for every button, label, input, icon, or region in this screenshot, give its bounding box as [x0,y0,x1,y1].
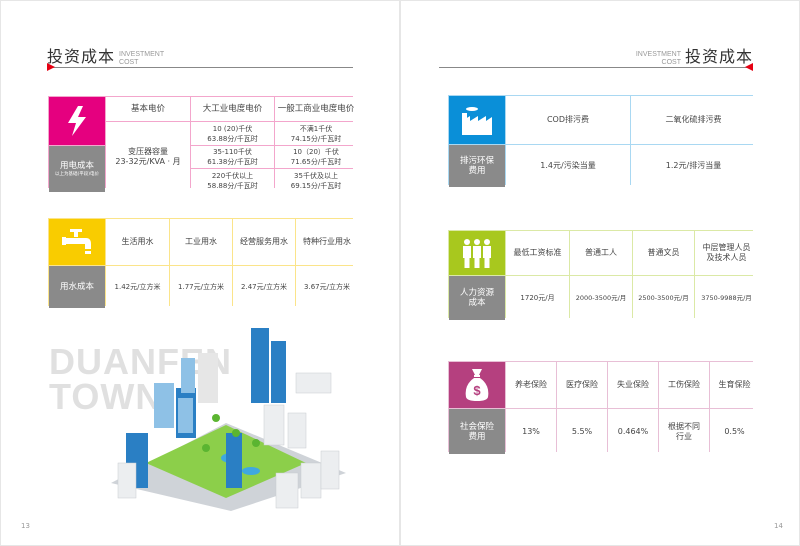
insurance-table: $ 养老保险 医疗保险 失业保险 工伤保险 生育保险 社会保险 费用 13% 5.… [448,361,759,454]
data-cell: 10（20）千伏 71.65分/千瓦时 [275,146,357,168]
lightning-bolt-icon [49,97,105,145]
header-cell: 特种行业用水 [296,219,358,265]
left-page: 投资成本 INVESTMENT COST 基本电价 大工业电度电价 一般工商业电度… [0,0,400,546]
header-cell: COD排污费 [506,96,630,144]
data-cell: 1.4元/污染当量 [506,145,630,187]
data-cell: 35-110千伏 61.38分/千瓦时 [191,146,274,168]
data-cell: 3750-9988元/月 [695,276,758,320]
cell-line: 61.38分/千瓦时 [207,158,258,166]
en-line2: COST [119,59,139,66]
row-label: 用电成本 以上为基础(平段)电价 [49,146,105,192]
en-line2: COST [661,59,681,66]
data-cell: 2.47元/立方米 [233,266,295,308]
header-cell: 二氧化硫排污费 [631,96,756,144]
label-line: 人力资源 [459,288,494,298]
label-line: 费用 [468,166,486,176]
data-cell: 不满1千伏 74.15分/千瓦时 [275,122,357,145]
page-number: 13 [21,522,30,530]
header-cell: 大工业电度电价 [191,97,274,121]
header-cell: 普通文员 [633,231,694,275]
header-cell: 普通工人 [570,231,632,275]
data-cell: 3.67元/立方米 [296,266,358,308]
header-rule [48,67,353,68]
section-header: INVESTMENT COST 投资成本 [636,43,753,67]
cell-line: 74.15分/千瓦时 [290,134,342,143]
cell-line: 58.88分/千瓦时 [207,181,258,190]
header-cell: 生活用水 [106,219,169,265]
label-line: 费用 [468,431,486,442]
city-illustration [111,328,346,511]
data-cell: 根据不同行业 [659,409,709,454]
header-cell: 养老保险 [506,362,556,408]
label-line: 成本 [468,298,486,308]
pollution-table: COD排污费 二氧化硫排污费 排污环保 费用 1.4元/污染当量 1.2元/排污当… [448,95,756,187]
svg-text:$: $ [473,383,481,398]
page-number: 14 [774,522,783,530]
header-cell: 医疗保险 [557,362,607,408]
header-cell: 最低工资标准 [506,231,569,275]
money-bag-icon: $ [449,362,505,408]
base-price-cell: 变压器容量 23-32元/KVA · 月 [106,122,190,192]
cell-line: 69.15分/千瓦时 [290,181,342,190]
cell-line: 63.88分/千瓦时 [207,134,258,143]
row-label: 用水成本 [49,266,105,308]
data-cell: 0.5% [710,409,759,454]
cell-line: 220千伏以上 [211,171,254,180]
data-cell: 0.464% [608,409,658,454]
header-cell: 失业保险 [608,362,658,408]
en-line1: INVESTMENT [635,51,681,58]
cell-line: 71.65分/千瓦时 [290,158,342,166]
electricity-table: 基本电价 大工业电度电价 一般工商业电度电价 变压器容量 23-32元/KVA ·… [48,96,357,192]
header-cell: 经营服务用水 [233,219,295,265]
red-triangle-icon [47,63,55,71]
base-line2: 23-32元/KVA · 月 [115,157,181,166]
header-cell: 中层管理人员及技术人员 [695,231,758,275]
header-cell: 基本电价 [106,97,190,121]
data-cell: 1.2元/排污当量 [631,145,756,187]
data-cell: 2500-3500元/月 [633,276,694,320]
header-cell: 生育保险 [710,362,759,408]
data-cell: 5.5% [557,409,607,454]
factory-icon [449,96,505,144]
red-triangle-icon [745,63,753,71]
faucet-icon [49,219,105,265]
header-cell: 一般工商业电度电价 [275,97,357,121]
brand-text-line2: TOWN [49,376,163,417]
data-cell: 2000-3500元/月 [570,276,632,320]
row-label: 排污环保 费用 [449,145,505,187]
note-text: 以上为基础(平段)电价 [54,171,99,177]
header-rule [439,67,753,68]
section-title-en: INVESTMENT COST [636,51,681,67]
data-cell: 13% [506,409,556,454]
label-text: 用电成本 [59,160,94,171]
people-icon [449,231,505,275]
en-line1: INVESTMENT [119,51,165,58]
row-label: 社会保险 费用 [449,409,505,454]
data-cell: 1720元/月 [506,276,569,320]
section-title: 投资成本 [684,47,753,66]
cell-line: 不满1千伏 [299,124,333,133]
label-line: 排污环保 [459,156,494,166]
cell-line: 35-110千伏 [213,148,252,156]
section-title-en: INVESTMENT COST [119,51,164,67]
label-line: 社会保险 [459,421,494,432]
cell-line: 10（20）千伏 [293,148,339,156]
data-cell: 220千伏以上 58.88分/千瓦时 [191,169,274,192]
cell-line: 35千伏及以上 [294,171,338,180]
hr-table: 最低工资标准 普通工人 普通文员 中层管理人员及技术人员 人力资源 成本 1720… [448,230,758,320]
cell-line: 10 (20)千伏 [212,124,253,133]
data-cell: 1.42元/立方米 [106,266,169,308]
right-page: INVESTMENT COST 投资成本 COD排污费 二氧化硫排污费 排污环保费… [400,0,800,546]
section-title: 投资成本 [47,47,116,66]
data-cell: 1.77元/立方米 [170,266,232,308]
water-table: 生活用水 工业用水 经营服务用水 特种行业用水 用水成本 1.42元/立方米 1… [48,218,358,308]
section-header: 投资成本 INVESTMENT COST [47,43,164,67]
base-line1: 变压器容量 [128,147,168,156]
header-cell: 工业用水 [170,219,232,265]
data-cell: 35千伏及以上 69.15分/千瓦时 [275,169,357,192]
header-cell: 工伤保险 [659,362,709,408]
data-cell: 10 (20)千伏 63.88分/千瓦时 [191,122,274,145]
row-label: 人力资源 成本 [449,276,505,320]
